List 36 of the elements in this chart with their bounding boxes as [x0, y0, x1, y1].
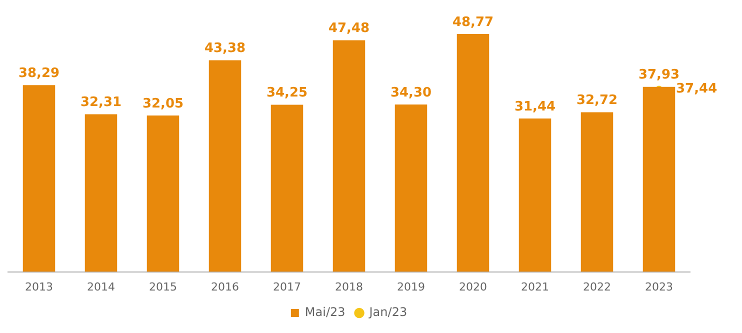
- data-label: 37,93: [638, 68, 680, 83]
- bar: [332, 40, 366, 272]
- x-tick-label: 2019: [397, 280, 425, 294]
- x-tick-label: 2021: [521, 280, 549, 294]
- x-tick-label: 2018: [335, 280, 363, 294]
- data-label: 32,05: [142, 96, 184, 112]
- bar: [22, 85, 56, 272]
- data-label: 31,44: [514, 99, 556, 114]
- bar: [208, 60, 242, 272]
- bar: [270, 104, 304, 272]
- data-label: 38,29: [18, 66, 60, 81]
- data-label: 32,72: [576, 93, 618, 108]
- legend-label: Mai/23: [304, 305, 346, 320]
- x-tick-label: 2016: [211, 280, 239, 294]
- x-tick-label: 2015: [149, 280, 177, 294]
- bar: [394, 104, 428, 272]
- data-label: 37,44: [676, 82, 718, 97]
- data-label: 34,25: [266, 86, 308, 101]
- bar: [146, 116, 180, 272]
- bar: [456, 34, 490, 272]
- x-tick-label: 2023: [645, 280, 673, 294]
- data-label: 32,31: [80, 95, 122, 110]
- data-label: 48,77: [452, 14, 494, 30]
- data-label: 47,48: [328, 21, 370, 36]
- bar: [518, 118, 552, 272]
- x-tick-label: 2020: [459, 280, 487, 294]
- x-tick-label: 2017: [273, 280, 301, 294]
- x-tick-label: 2022: [583, 280, 611, 294]
- bar: [642, 86, 676, 272]
- legend-label: Jan/23: [368, 305, 408, 320]
- bar: [580, 112, 614, 272]
- x-tick-label: 2013: [25, 280, 53, 294]
- bar: [84, 114, 118, 272]
- data-label: 34,30: [390, 85, 432, 100]
- x-tick-label: 2014: [87, 280, 115, 294]
- data-label: 43,38: [204, 41, 246, 56]
